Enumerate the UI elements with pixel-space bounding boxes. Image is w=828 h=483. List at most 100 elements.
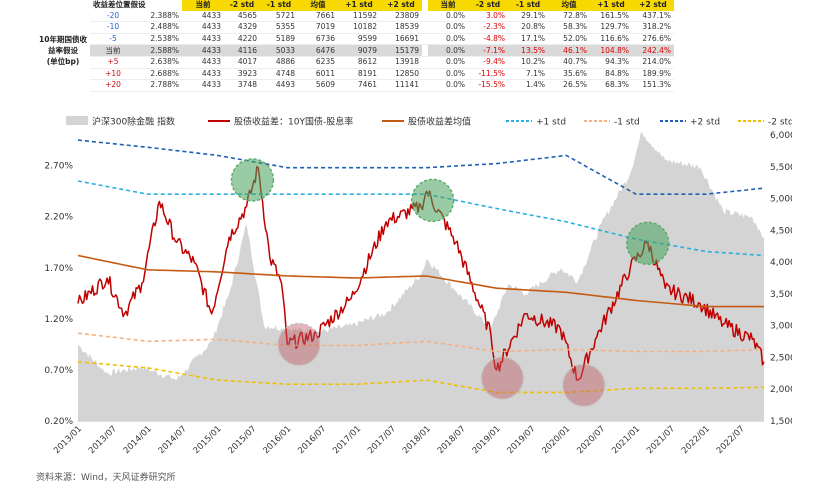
level-cell: 4433 bbox=[182, 56, 224, 69]
shift-cell: +20 bbox=[90, 79, 136, 92]
level-cell: 4116 bbox=[224, 44, 260, 57]
x-tick-label: 2022/01 bbox=[680, 424, 712, 456]
return-cell: 68.3% bbox=[590, 79, 632, 92]
level-cell: 4433 bbox=[182, 33, 224, 46]
column-header: -2 std bbox=[224, 0, 260, 11]
level-cell: 11592 bbox=[338, 10, 380, 23]
level-cell: 10182 bbox=[338, 21, 380, 34]
return-cell: 84.8% bbox=[590, 68, 632, 81]
column-header: +2 std bbox=[632, 0, 674, 11]
side-label-line: (单位bp) bbox=[46, 57, 80, 67]
legend-swatch bbox=[66, 116, 88, 125]
return-cell: 151.3% bbox=[632, 79, 674, 92]
legend-label: 沪深300除金融 指数 bbox=[92, 116, 175, 128]
x-tick-label: 2021/01 bbox=[610, 424, 642, 456]
column-header: -2 std bbox=[468, 0, 508, 11]
legend-label: -1 std bbox=[614, 118, 640, 128]
return-cell: 26.5% bbox=[548, 79, 590, 92]
level-cell: 7461 bbox=[338, 79, 380, 92]
side-label: 10年期国债收 益率假设 (单位bp) bbox=[36, 11, 90, 92]
yield-cell: 2.488% bbox=[136, 21, 182, 34]
level-cell: 4433 bbox=[182, 68, 224, 81]
side-label-line: 10年期国债收 bbox=[39, 35, 87, 45]
shift-cell: +5 bbox=[90, 56, 136, 69]
left-tick-label: 1.70% bbox=[44, 264, 73, 274]
table-row: -5 2.538% 4433 4220 5189 6736 9599 16691 0.0% -4.… bbox=[36, 33, 674, 46]
return-cell: 20.8% bbox=[508, 21, 548, 34]
header-label: 收益差位置假设 bbox=[90, 0, 182, 11]
yield-cell: 2.388% bbox=[136, 10, 182, 23]
right-tick-label: 4,000 bbox=[770, 258, 792, 268]
level-cell: 7661 bbox=[298, 10, 338, 23]
return-cell: -11.5% bbox=[468, 68, 508, 81]
return-cell: 0.0% bbox=[428, 56, 468, 69]
return-cell: 242.4% bbox=[632, 44, 674, 57]
series-std-band bbox=[77, 332, 765, 353]
return-cell: -7.1% bbox=[468, 44, 508, 57]
right-tick-label: 2,000 bbox=[770, 385, 792, 395]
legend-label: +2 std bbox=[690, 118, 720, 128]
right-tick-label: 3,000 bbox=[770, 322, 792, 332]
highlight-bottom-circle bbox=[480, 356, 525, 400]
table-corner bbox=[36, 0, 90, 11]
x-tick-label: 2015/07 bbox=[226, 424, 258, 456]
level-cell: 6476 bbox=[298, 44, 338, 57]
return-cell: 161.5% bbox=[590, 10, 632, 23]
shift-cell: 当前 bbox=[90, 44, 136, 57]
series-std-band bbox=[77, 139, 765, 195]
level-cell: 4433 bbox=[182, 44, 224, 57]
level-cell: 5609 bbox=[298, 79, 338, 92]
column-gap bbox=[422, 56, 428, 69]
x-tick-label: 2015/01 bbox=[192, 424, 224, 456]
left-tick-label: 2.70% bbox=[44, 162, 73, 172]
shift-cell: +10 bbox=[90, 68, 136, 81]
level-cell: 9079 bbox=[338, 44, 380, 57]
yield-cell: 2.638% bbox=[136, 56, 182, 69]
level-cell: 11141 bbox=[380, 79, 422, 92]
table-row: +20 2.788% 4433 3748 4493 5609 7461 11141 0.0% -1… bbox=[36, 79, 674, 92]
return-cell: -2.3% bbox=[468, 21, 508, 34]
return-cell: 0.0% bbox=[428, 21, 468, 34]
level-cell: 23809 bbox=[380, 10, 422, 23]
column-header: +1 std bbox=[338, 0, 380, 11]
level-cell: 4886 bbox=[260, 56, 298, 69]
return-cell: 116.6% bbox=[590, 33, 632, 46]
legend-label: +1 std bbox=[536, 118, 566, 128]
return-cell: 29.1% bbox=[508, 10, 548, 23]
table-row: 10年期国债收 益率假设 (单位bp) -20 2.388% 4433 4565 5721 76… bbox=[36, 10, 674, 66]
return-cell: 10.2% bbox=[508, 56, 548, 69]
level-cell: 4565 bbox=[224, 10, 260, 23]
return-cell: 104.8% bbox=[590, 44, 632, 57]
x-tick-label: 2017/01 bbox=[331, 424, 363, 456]
column-gap bbox=[422, 21, 428, 34]
column-header: +2 std bbox=[380, 0, 422, 11]
level-cell: 12850 bbox=[380, 68, 422, 81]
level-cell: 4748 bbox=[260, 68, 298, 81]
right-tick-label: 1,500 bbox=[770, 417, 792, 427]
x-tick-label: 2014/07 bbox=[157, 424, 189, 456]
level-cell: 4433 bbox=[182, 10, 224, 23]
level-cell: 8191 bbox=[338, 68, 380, 81]
return-cell: 52.0% bbox=[548, 33, 590, 46]
legend-label: -2 std bbox=[768, 118, 792, 128]
shift-cell: -5 bbox=[90, 33, 136, 46]
level-cell: 7019 bbox=[298, 21, 338, 34]
table-row: +5 2.638% 4433 4017 4886 6235 8612 13918 0.0% -9.… bbox=[36, 56, 674, 69]
left-tick-label: 1.20% bbox=[44, 315, 73, 325]
scenario-table: 收益差位置假设 当前 -2 std -1 std 均值 +1 std +2 std 当前 -2 … bbox=[36, 0, 674, 92]
highlight-top-circle bbox=[626, 221, 670, 265]
return-cell: -4.8% bbox=[468, 33, 508, 46]
return-cell: 7.1% bbox=[508, 68, 548, 81]
level-cell: 4220 bbox=[224, 33, 260, 46]
level-cell: 4017 bbox=[224, 56, 260, 69]
right-tick-label: 5,500 bbox=[770, 163, 792, 173]
return-cell: 0.0% bbox=[428, 10, 468, 23]
column-header: -1 std bbox=[508, 0, 548, 11]
right-tick-label: 5,000 bbox=[770, 195, 792, 205]
column-gap bbox=[422, 79, 428, 92]
level-cell: 5721 bbox=[260, 10, 298, 23]
column-header: -1 std bbox=[260, 0, 298, 11]
legend-label: 股债收益差均值 bbox=[408, 116, 471, 128]
left-tick-label: 0.70% bbox=[44, 366, 73, 376]
x-tick-label: 2022/07 bbox=[715, 424, 747, 456]
